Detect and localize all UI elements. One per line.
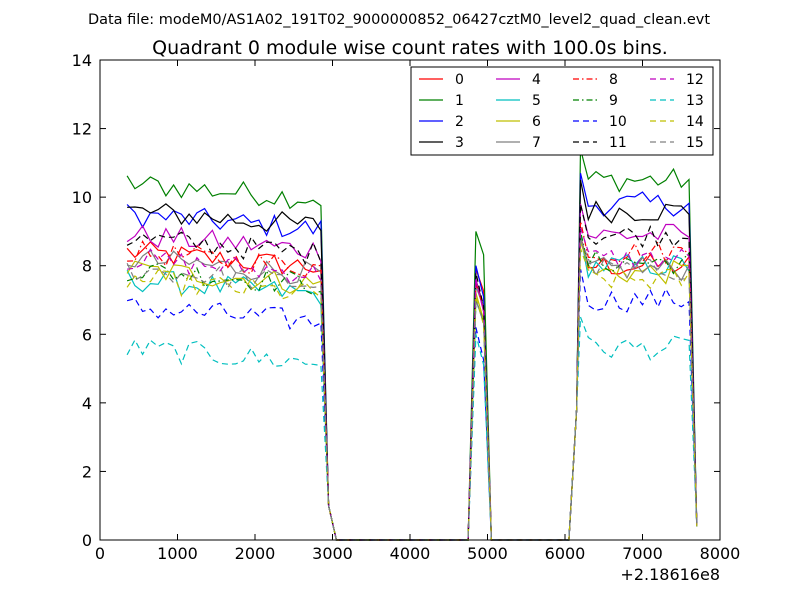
series-line-15 xyxy=(126,238,698,541)
y-tick-label: 10 xyxy=(72,188,92,207)
series-line-8 xyxy=(127,220,698,541)
series-line-4 xyxy=(126,203,698,541)
series-line-5 xyxy=(126,234,698,541)
series-line-7 xyxy=(126,238,698,541)
chart-title: Quadrant 0 module wise count rates with … xyxy=(152,37,668,59)
x-offset-label: +2.18616e8 xyxy=(620,565,720,584)
legend-label-1: 1 xyxy=(455,93,464,109)
x-tick-label: 4000 xyxy=(390,544,431,563)
legend-label-5: 5 xyxy=(532,93,541,109)
x-tick-label: 5000 xyxy=(467,544,508,563)
legend-label-15: 15 xyxy=(686,135,704,151)
x-tick-label: 1000 xyxy=(157,544,198,563)
legend-label-14: 14 xyxy=(686,114,704,130)
y-tick-label: 8 xyxy=(82,257,92,276)
series-line-13 xyxy=(126,316,698,541)
series-line-11 xyxy=(126,203,698,541)
legend-label-8: 8 xyxy=(609,72,618,88)
legend-label-3: 3 xyxy=(455,135,464,151)
x-tick-label: 2000 xyxy=(235,544,276,563)
series-line-0 xyxy=(126,234,698,541)
legend-label-11: 11 xyxy=(609,135,627,151)
x-tick-label: 3000 xyxy=(312,544,353,563)
y-tick-label: 2 xyxy=(82,462,92,481)
legend-label-2: 2 xyxy=(455,114,464,130)
legend-label-7: 7 xyxy=(532,135,541,151)
axes: 0 1000 2000 3000 4000 5000 6000 7000 80000246810… xyxy=(72,51,741,563)
data-file-header: Data file: modeM0/AS1A02_191T02_90000008… xyxy=(88,12,710,28)
x-tick-label: 0 xyxy=(95,544,105,563)
y-tick-label: 6 xyxy=(82,325,92,344)
y-tick-label: 0 xyxy=(82,531,92,550)
series-line-10 xyxy=(126,268,698,541)
legend-label-0: 0 xyxy=(455,72,464,88)
x-tick-label: 8000 xyxy=(700,544,741,563)
plot-area xyxy=(126,148,698,541)
legend-label-9: 9 xyxy=(609,93,618,109)
legend-label-6: 6 xyxy=(532,114,541,130)
y-tick-label: 12 xyxy=(72,120,92,139)
legend-label-4: 4 xyxy=(532,72,541,88)
legend-label-13: 13 xyxy=(686,93,704,109)
series-line-3 xyxy=(127,179,698,541)
y-tick-label: 14 xyxy=(72,51,92,70)
legend-label-10: 10 xyxy=(609,114,627,130)
legend-box xyxy=(410,66,714,156)
x-tick-label: 6000 xyxy=(545,544,586,563)
legend-label-12: 12 xyxy=(686,72,704,88)
x-tick-label: 7000 xyxy=(622,544,663,563)
y-tick-label: 4 xyxy=(82,394,92,413)
